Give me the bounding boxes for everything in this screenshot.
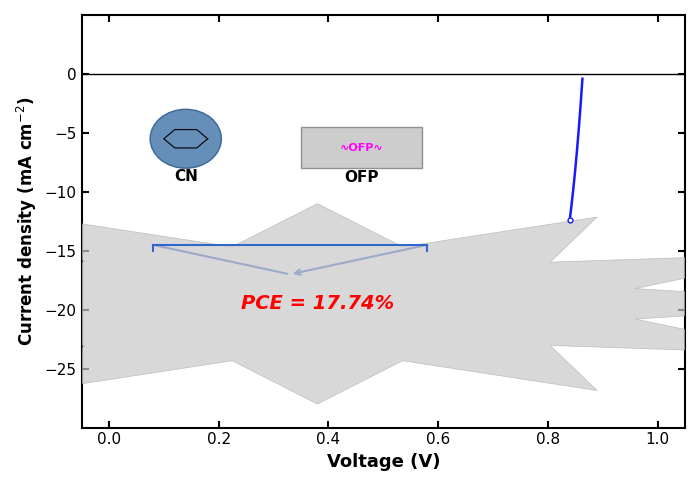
Text: OFP: OFP	[344, 170, 379, 185]
Text: ∿OFP∿: ∿OFP∿	[340, 142, 383, 153]
Y-axis label: Current density (mA cm$^{-2}$): Current density (mA cm$^{-2}$)	[15, 97, 39, 346]
Text: CN: CN	[174, 169, 197, 184]
Text: PCE = 17.74%: PCE = 17.74%	[241, 295, 394, 313]
Ellipse shape	[150, 109, 221, 168]
FancyBboxPatch shape	[301, 127, 421, 168]
X-axis label: Voltage (V): Voltage (V)	[326, 453, 440, 471]
Polygon shape	[0, 204, 700, 404]
